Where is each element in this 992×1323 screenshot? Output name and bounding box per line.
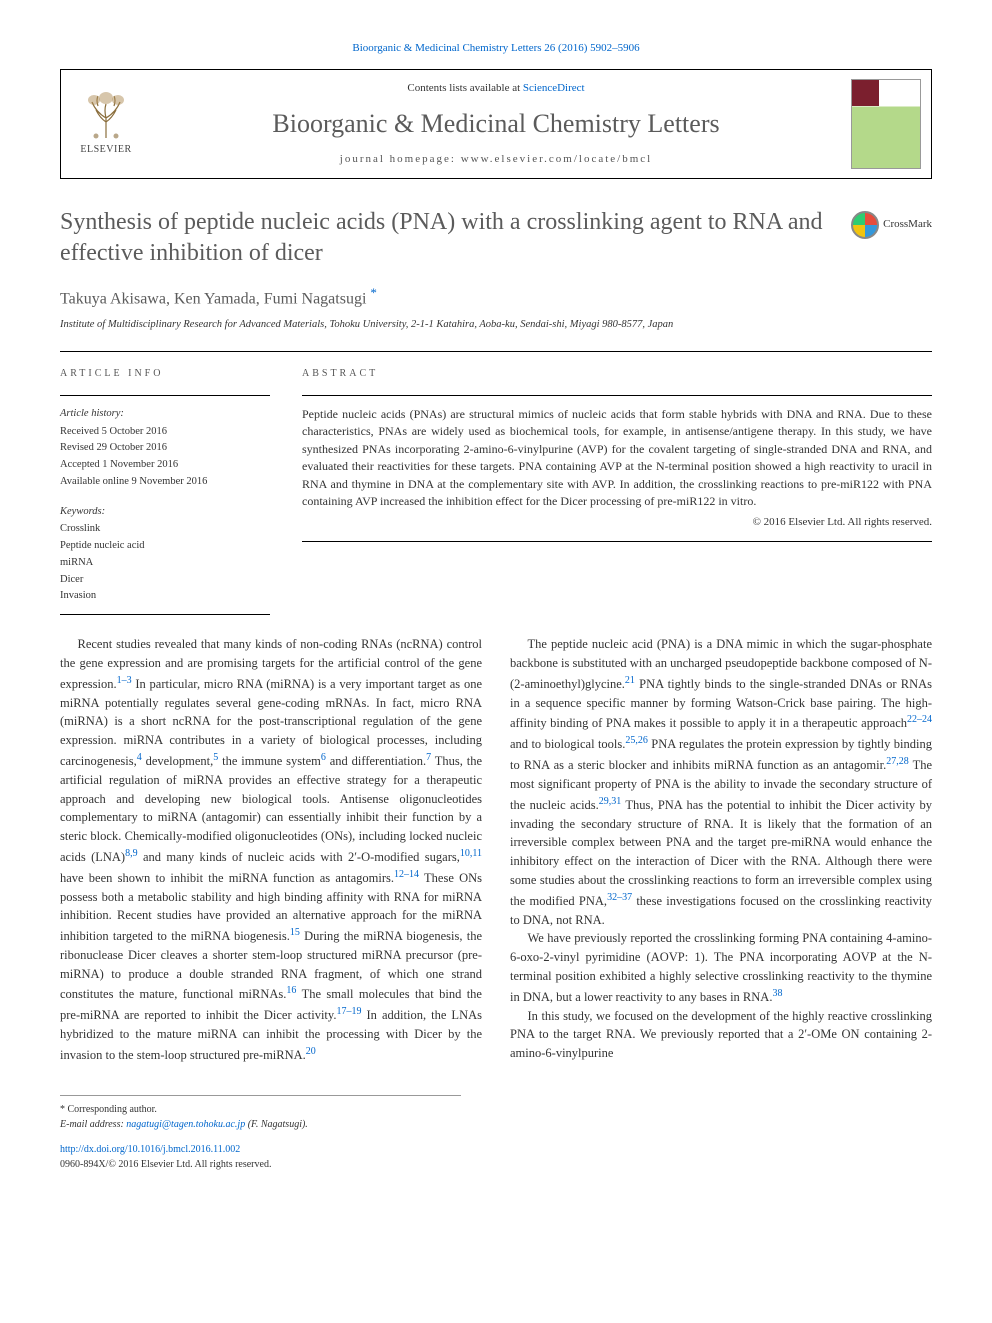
crossmark-label: CrossMark	[883, 217, 932, 231]
ref-link[interactable]: 8,9	[125, 848, 138, 859]
top-citation-link[interactable]: Bioorganic & Medicinal Chemistry Letters…	[352, 42, 639, 54]
body-paragraph: We have previously reported the crosslin…	[510, 929, 932, 1006]
revised-date: Revised 29 October 2016	[60, 440, 270, 456]
keyword: Crosslink	[60, 521, 270, 537]
homepage-line: journal homepage: www.elsevier.com/locat…	[159, 151, 833, 168]
keywords-label: Keywords:	[60, 504, 270, 520]
online-date: Available online 9 November 2016	[60, 474, 270, 490]
doi-link[interactable]: http://dx.doi.org/10.1016/j.bmcl.2016.11…	[60, 1144, 240, 1155]
ref-link[interactable]: 32–37	[607, 892, 632, 903]
keyword: Invasion	[60, 588, 270, 604]
keyword: Peptide nucleic acid	[60, 538, 270, 554]
ref-link[interactable]: 21	[625, 675, 635, 686]
keyword: miRNA	[60, 555, 270, 571]
sciencedirect-link[interactable]: ScienceDirect	[523, 82, 585, 94]
body-text: Recent studies revealed that many kinds …	[60, 635, 932, 1065]
article-title-row: Synthesis of peptide nucleic acids (PNA)…	[60, 207, 932, 269]
doi-block: http://dx.doi.org/10.1016/j.bmcl.2016.11…	[60, 1142, 932, 1172]
article-info-heading: ARTICLE INFO	[60, 366, 270, 381]
homepage-url: www.elsevier.com/locate/bmcl	[461, 153, 653, 165]
cover-thumbnail	[841, 70, 931, 178]
journal-cover-icon	[851, 79, 921, 169]
body-paragraph: The peptide nucleic acid (PNA) is a DNA …	[510, 635, 932, 929]
header-center: Contents lists available at ScienceDirec…	[151, 70, 841, 178]
email-link[interactable]: nagatugi@tagen.tohoku.ac.jp	[126, 1119, 245, 1130]
email-line: E-mail address: nagatugi@tagen.tohoku.ac…	[60, 1117, 461, 1132]
publisher-name: ELSEVIER	[80, 142, 131, 157]
article-info: ARTICLE INFO Article history: Received 5…	[60, 366, 270, 615]
contents-line: Contents lists available at ScienceDirec…	[159, 80, 833, 97]
journal-header: ELSEVIER Contents lists available at Sci…	[60, 69, 932, 179]
contents-prefix: Contents lists available at	[407, 82, 522, 94]
authors-list: Takuya Akisawa, Ken Yamada, Fumi Nagatsu…	[60, 290, 366, 307]
footer: * Corresponding author. E-mail address: …	[60, 1095, 461, 1132]
abstract-text: Peptide nucleic acids (PNAs) are structu…	[302, 406, 932, 510]
copyright: © 2016 Elsevier Ltd. All rights reserved…	[302, 514, 932, 531]
email-suffix: (F. Nagatsugi).	[245, 1119, 308, 1130]
ref-link[interactable]: 22–24	[907, 714, 932, 725]
ref-link[interactable]: 15	[290, 927, 300, 938]
abstract: ABSTRACT Peptide nucleic acids (PNAs) ar…	[302, 366, 932, 615]
corresponding-author: * Corresponding author.	[60, 1102, 461, 1117]
affiliation: Institute of Multidisciplinary Research …	[60, 317, 932, 333]
ref-link[interactable]: 29,31	[599, 796, 622, 807]
elsevier-logo: ELSEVIER	[61, 70, 151, 178]
ref-link[interactable]: 12–14	[394, 869, 419, 880]
homepage-prefix: journal homepage:	[340, 153, 461, 165]
journal-title: Bioorganic & Medicinal Chemistry Letters	[159, 104, 833, 143]
history-label: Article history:	[60, 406, 270, 422]
article-title: Synthesis of peptide nucleic acids (PNA)…	[60, 207, 839, 269]
crossmark-badge[interactable]: CrossMark	[851, 211, 932, 239]
ref-link[interactable]: 16	[286, 985, 296, 996]
body-paragraph: Recent studies revealed that many kinds …	[60, 635, 482, 1065]
ref-link[interactable]: 38	[772, 988, 782, 999]
info-abstract-section: ARTICLE INFO Article history: Received 5…	[60, 351, 932, 615]
abstract-heading: ABSTRACT	[302, 366, 932, 381]
crossmark-icon	[851, 211, 879, 239]
keyword: Dicer	[60, 572, 270, 588]
ref-link[interactable]: 17–19	[336, 1006, 361, 1017]
top-citation: Bioorganic & Medicinal Chemistry Letters…	[60, 40, 932, 57]
ref-link[interactable]: 20	[306, 1046, 316, 1057]
tree-icon	[76, 90, 136, 140]
ref-link[interactable]: 10,11	[460, 848, 482, 859]
ref-link[interactable]: 27,28	[886, 756, 909, 767]
authors: Takuya Akisawa, Ken Yamada, Fumi Nagatsu…	[60, 283, 932, 311]
corresponding-marker: *	[370, 285, 377, 300]
issn-line: 0960-894X/© 2016 Elsevier Ltd. All right…	[60, 1159, 271, 1170]
ref-link[interactable]: 1–3	[117, 675, 132, 686]
ref-link[interactable]: 25,26	[625, 735, 648, 746]
accepted-date: Accepted 1 November 2016	[60, 457, 270, 473]
body-paragraph: In this study, we focused on the develop…	[510, 1007, 932, 1063]
email-label: E-mail address:	[60, 1119, 126, 1130]
received-date: Received 5 October 2016	[60, 424, 270, 440]
